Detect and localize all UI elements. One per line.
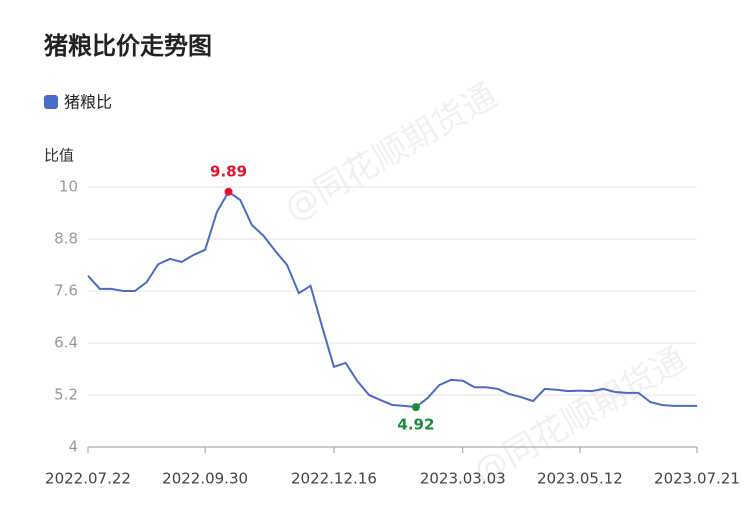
x-tick-label: 2023.03.03 <box>420 470 506 488</box>
chart-title: 猪粮比价走势图 <box>44 32 212 60</box>
data-label: 9.89 <box>210 162 247 180</box>
x-tick-label: 2022.09.30 <box>162 470 248 488</box>
y-tick-label: 8.8 <box>54 230 78 248</box>
x-tick-label: 2022.12.16 <box>291 470 377 488</box>
y-tick-label: 10 <box>59 178 78 196</box>
line-series <box>87 190 697 409</box>
x-tick-label: 2022.07.22 <box>45 470 131 488</box>
legend-label: 猪粮比 <box>64 93 112 112</box>
y-axis-title: 比值 <box>44 147 74 165</box>
extreme-point <box>411 403 420 412</box>
y-tick-label: 4 <box>68 438 78 456</box>
x-tick-label: 2023.07.21 <box>654 470 740 488</box>
extreme-point <box>224 187 233 196</box>
y-tick-label: 5.2 <box>54 386 78 404</box>
y-tick-label: 6.4 <box>54 334 78 352</box>
y-tick-label: 7.6 <box>54 282 78 300</box>
x-tick-label: 2023.05.12 <box>537 470 623 488</box>
data-label: 4.92 <box>397 416 434 434</box>
legend-swatch <box>44 95 58 109</box>
watermark: @同花顺期货通 <box>278 76 504 230</box>
